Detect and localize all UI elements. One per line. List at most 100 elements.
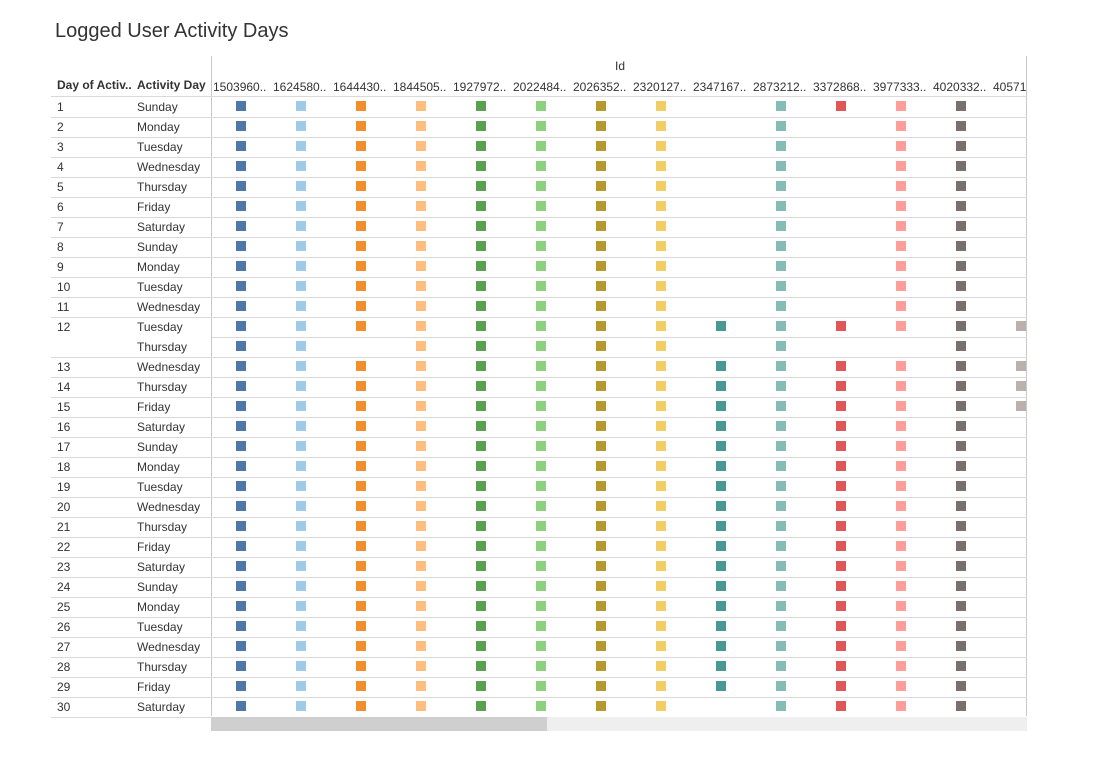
- activity-mark[interactable]: [416, 421, 426, 431]
- activity-mark[interactable]: [416, 481, 426, 491]
- activity-mark[interactable]: [596, 481, 606, 491]
- activity-mark[interactable]: [896, 121, 906, 131]
- activity-mark[interactable]: [776, 261, 786, 271]
- activity-mark[interactable]: [236, 341, 246, 351]
- activity-mark[interactable]: [236, 681, 246, 691]
- activity-mark[interactable]: [836, 361, 846, 371]
- activity-mark[interactable]: [296, 161, 306, 171]
- activity-mark[interactable]: [416, 101, 426, 111]
- activity-mark[interactable]: [236, 181, 246, 191]
- activity-mark[interactable]: [236, 121, 246, 131]
- activity-mark[interactable]: [656, 581, 666, 591]
- activity-mark[interactable]: [356, 561, 366, 571]
- day-of-activity-header[interactable]: Day of Activ..: [57, 78, 132, 92]
- activity-mark[interactable]: [296, 441, 306, 451]
- activity-mark[interactable]: [356, 161, 366, 171]
- activity-mark[interactable]: [776, 341, 786, 351]
- activity-mark[interactable]: [356, 701, 366, 711]
- activity-mark[interactable]: [956, 701, 966, 711]
- id-label[interactable]: 1927972..: [453, 80, 507, 94]
- id-label[interactable]: 40571: [993, 80, 1027, 94]
- activity-mark[interactable]: [836, 381, 846, 391]
- activity-mark[interactable]: [476, 341, 486, 351]
- activity-mark[interactable]: [896, 241, 906, 251]
- activity-day-header[interactable]: Activity Day: [137, 78, 206, 92]
- activity-mark[interactable]: [896, 381, 906, 391]
- activity-mark[interactable]: [956, 361, 966, 371]
- activity-mark[interactable]: [956, 581, 966, 591]
- activity-mark[interactable]: [356, 381, 366, 391]
- activity-mark[interactable]: [596, 401, 606, 411]
- activity-mark[interactable]: [416, 561, 426, 571]
- activity-mark[interactable]: [476, 261, 486, 271]
- activity-mark[interactable]: [596, 341, 606, 351]
- activity-mark[interactable]: [596, 361, 606, 371]
- activity-mark[interactable]: [356, 521, 366, 531]
- activity-mark[interactable]: [536, 561, 546, 571]
- activity-mark[interactable]: [956, 101, 966, 111]
- id-label[interactable]: 1644430..: [333, 80, 387, 94]
- activity-mark[interactable]: [476, 141, 486, 151]
- activity-mark[interactable]: [296, 481, 306, 491]
- activity-mark[interactable]: [836, 621, 846, 631]
- activity-mark[interactable]: [776, 241, 786, 251]
- activity-mark[interactable]: [296, 521, 306, 531]
- activity-mark[interactable]: [236, 481, 246, 491]
- activity-mark[interactable]: [956, 281, 966, 291]
- activity-mark[interactable]: [956, 541, 966, 551]
- activity-mark[interactable]: [476, 221, 486, 231]
- activity-mark[interactable]: [536, 521, 546, 531]
- activity-mark[interactable]: [716, 381, 726, 391]
- activity-mark[interactable]: [1016, 401, 1026, 411]
- activity-mark[interactable]: [296, 121, 306, 131]
- activity-mark[interactable]: [656, 501, 666, 511]
- activity-mark[interactable]: [476, 181, 486, 191]
- activity-mark[interactable]: [476, 401, 486, 411]
- activity-mark[interactable]: [836, 641, 846, 651]
- activity-mark[interactable]: [536, 341, 546, 351]
- activity-mark[interactable]: [896, 621, 906, 631]
- activity-mark[interactable]: [596, 101, 606, 111]
- activity-mark[interactable]: [596, 461, 606, 471]
- id-label[interactable]: 1844505..: [393, 80, 447, 94]
- activity-mark[interactable]: [896, 201, 906, 211]
- activity-mark[interactable]: [596, 221, 606, 231]
- activity-mark[interactable]: [776, 641, 786, 651]
- activity-mark[interactable]: [476, 541, 486, 551]
- activity-mark[interactable]: [956, 621, 966, 631]
- activity-mark[interactable]: [896, 141, 906, 151]
- activity-mark[interactable]: [476, 701, 486, 711]
- activity-mark[interactable]: [956, 381, 966, 391]
- activity-mark[interactable]: [716, 501, 726, 511]
- activity-mark[interactable]: [416, 121, 426, 131]
- activity-mark[interactable]: [416, 441, 426, 451]
- activity-mark[interactable]: [716, 601, 726, 611]
- id-label[interactable]: 2873212..: [753, 80, 807, 94]
- id-label[interactable]: 4020332..: [933, 80, 987, 94]
- scrollbar-thumb[interactable]: [211, 717, 547, 731]
- activity-mark[interactable]: [416, 501, 426, 511]
- activity-mark[interactable]: [596, 381, 606, 391]
- activity-mark[interactable]: [1016, 321, 1026, 331]
- activity-mark[interactable]: [656, 381, 666, 391]
- activity-mark[interactable]: [716, 681, 726, 691]
- activity-mark[interactable]: [296, 181, 306, 191]
- activity-mark[interactable]: [356, 461, 366, 471]
- activity-mark[interactable]: [296, 601, 306, 611]
- activity-mark[interactable]: [416, 281, 426, 291]
- activity-mark[interactable]: [656, 521, 666, 531]
- activity-mark[interactable]: [236, 541, 246, 551]
- activity-mark[interactable]: [656, 681, 666, 691]
- activity-mark[interactable]: [956, 401, 966, 411]
- activity-mark[interactable]: [776, 201, 786, 211]
- activity-mark[interactable]: [656, 361, 666, 371]
- activity-mark[interactable]: [776, 301, 786, 311]
- activity-mark[interactable]: [356, 501, 366, 511]
- activity-mark[interactable]: [536, 321, 546, 331]
- id-label[interactable]: 2347167..: [693, 80, 747, 94]
- activity-mark[interactable]: [356, 621, 366, 631]
- activity-mark[interactable]: [656, 121, 666, 131]
- activity-mark[interactable]: [656, 341, 666, 351]
- activity-mark[interactable]: [596, 121, 606, 131]
- activity-mark[interactable]: [596, 521, 606, 531]
